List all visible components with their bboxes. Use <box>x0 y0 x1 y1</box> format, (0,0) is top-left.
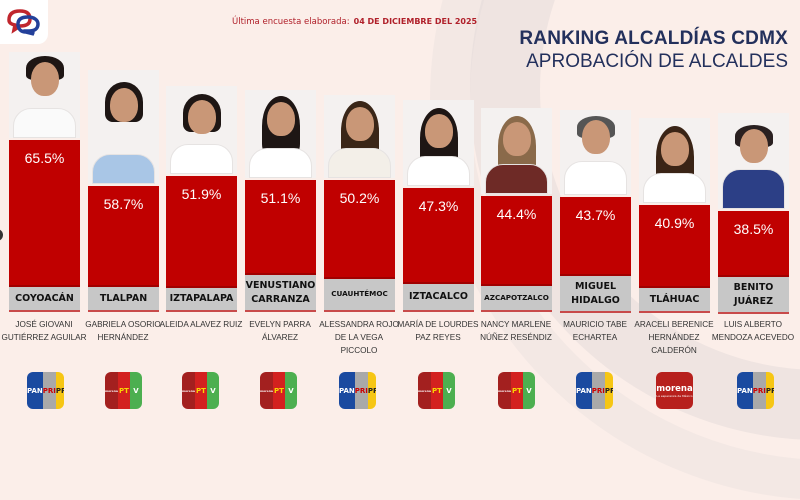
party-logo-morena-pt-pvem: morena PT V <box>418 372 455 409</box>
mayor-name: JOSÉ GIOVANI GUTIÉRREZ AGUILAR <box>1 320 87 343</box>
bar-value: 40.9% <box>654 215 695 231</box>
bar-coyoacan: 65.5% <box>9 140 80 287</box>
mayor-photo <box>403 100 474 186</box>
alcaldia-label: COYOACÁN <box>9 287 80 312</box>
survey-date: 04 DE DICIEMBRE DEL 2025 <box>353 17 478 26</box>
party-logo-morena-pt-pvem: morena PT V <box>498 372 535 409</box>
party-logo-morena: morena La esperanza de México <box>656 372 693 409</box>
bar-value: 44.4% <box>496 206 537 222</box>
bar-value: 51.9% <box>181 186 222 202</box>
survey-label: Última encuesta elaborada: <box>232 17 350 27</box>
bar-value: 43.7% <box>575 207 616 223</box>
bar-tlalpan: 58.7% <box>88 186 159 287</box>
bar-cuauhtemoc: 50.2% <box>324 180 395 279</box>
party-logo-pan-pri-prd: PAN PRI PRD <box>27 372 64 409</box>
bar-tlahuac: 40.9% <box>639 205 710 288</box>
mayor-photo <box>324 95 395 178</box>
mayor-photo <box>166 86 237 174</box>
alcaldia-label: VENUSTIANO CARRANZA <box>245 275 316 312</box>
mayor-photo <box>718 113 789 209</box>
party-logo-morena-pt-pvem: morena PT V <box>182 372 219 409</box>
party-logo-pan-pri-prd: PAN PRI PRD <box>737 372 774 409</box>
brand-logo <box>0 0 48 44</box>
party-logo-pan-pri-prd: PAN PRI PRD <box>576 372 613 409</box>
mayor-photo <box>245 90 316 178</box>
mayor-photo <box>9 52 80 138</box>
bar-value: 38.5% <box>733 221 774 237</box>
alcaldia-label: TLALPAN <box>88 287 159 312</box>
morena-tagline: La esperanza de México <box>656 393 693 398</box>
party-logo-pan-pri-prd: PAN PRI PRD <box>339 372 376 409</box>
bar-value: 50.2% <box>339 190 380 206</box>
morena-label: morena <box>656 383 693 394</box>
bar-value: 65.5% <box>24 150 65 166</box>
mayor-name: ARACELI BERENICE HERNÁNDEZ CALDERÓN <box>634 320 714 356</box>
edge-marker <box>0 229 3 241</box>
bar-iztapalapa: 51.9% <box>166 176 237 288</box>
mayor-name: GABRIELA OSORIO HERNÁNDEZ <box>85 320 161 343</box>
chart-subtitle: APROBACIÓN DE ALCALDES <box>526 51 788 72</box>
chat-bubbles-icon <box>7 9 40 36</box>
survey-date-note: Última encuesta elaborada: 04 DE DICIEMBR… <box>232 17 477 27</box>
bar-azcapotzalco: 44.4% <box>481 196 552 286</box>
bar-benito-juarez: 38.5% <box>718 211 789 277</box>
mayor-name: ALEIDA ALAVEZ RUIZ <box>159 320 243 329</box>
mayor-photo <box>88 70 159 184</box>
mayor-name: LUIS ALBERTO MENDOZA ACEVEDO <box>711 320 795 343</box>
mayor-photo <box>481 108 552 194</box>
alcaldia-label: IZTACALCO <box>403 284 474 312</box>
bar-value: 51.1% <box>260 190 301 206</box>
party-logo-morena-pt-pvem: morena PT V <box>260 372 297 409</box>
bar-value: 58.7% <box>103 196 144 212</box>
bar-value: 47.3% <box>418 198 459 214</box>
mayor-name: MARÍA DE LOURDES PAZ REYES <box>397 320 479 343</box>
alcaldia-label: TLÁHUAC <box>639 288 710 313</box>
mayor-photo <box>639 118 710 203</box>
mayor-name: MAURICIO TABE ECHARTEA <box>563 320 627 343</box>
alcaldia-label: AZCAPOTZALCO <box>481 286 552 312</box>
chart-title: RANKING ALCALDÍAS CDMX <box>519 28 788 49</box>
alcaldia-label: BENITO JUÁREZ <box>718 277 789 314</box>
bar-iztacalco: 47.3% <box>403 188 474 284</box>
mayor-name: NANCY MARLENE NÚÑEZ RESÉNDIZ <box>480 320 552 343</box>
bar-miguel-hidalgo: 43.7% <box>560 197 631 276</box>
mayor-photo <box>560 110 631 195</box>
alcaldia-label: IZTAPALAPA <box>166 288 237 312</box>
alcaldia-label: MIGUEL HIDALGO <box>560 276 631 313</box>
party-logo-morena-pt-pvem: morena PT V <box>105 372 142 409</box>
alcaldia-label: CUAUHTÉMOC <box>324 279 395 312</box>
mayor-name: ALESSANDRA ROJO DE LA VEGA PICCOLO <box>319 320 399 356</box>
mayor-name: EVELYN PARRA ÁLVAREZ <box>249 320 311 343</box>
bar-venustiano-carranza: 51.1% <box>245 180 316 275</box>
